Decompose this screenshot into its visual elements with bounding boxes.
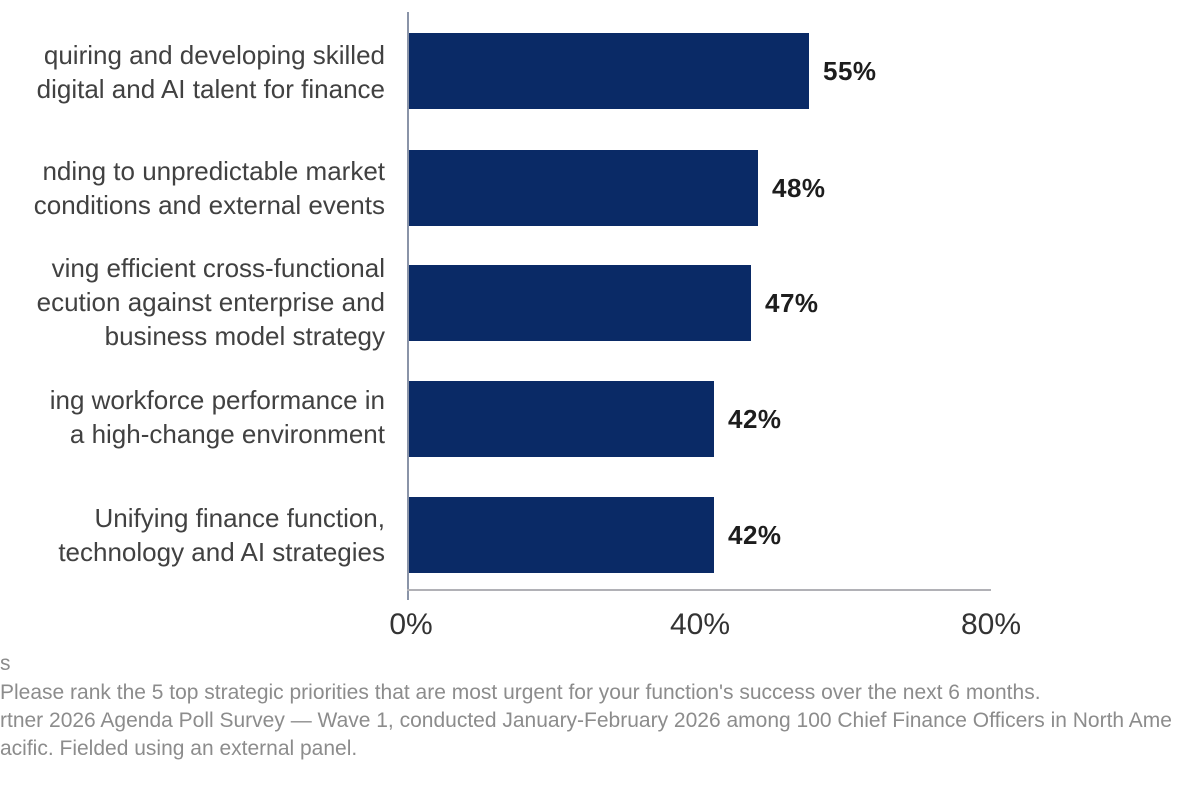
- x-tick-label-0: 0%: [389, 608, 433, 641]
- bar-workforce-performance: [409, 381, 714, 457]
- bar-acquiring-talent: [409, 33, 809, 109]
- category-label-line: ving efficient cross-functional: [51, 253, 385, 283]
- bar-unifying-strategies: [409, 497, 714, 573]
- value-label: 42%: [728, 403, 782, 434]
- category-label-line: ing workforce performance in: [49, 385, 385, 415]
- category-label: ving efficient cross-functional ecution …: [37, 251, 385, 353]
- category-label: quiring and developing skilled digital a…: [37, 38, 385, 106]
- value-label: 55%: [823, 55, 877, 86]
- category-label: Unifying finance function, technology an…: [58, 501, 385, 569]
- category-label-line: ecution against enterprise and: [36, 287, 385, 317]
- bar-cross-functional-execution: [409, 265, 751, 341]
- category-label-line: a high-change environment: [69, 419, 385, 449]
- value-label: 48%: [772, 172, 826, 203]
- x-tick-label-40: 40%: [669, 608, 731, 641]
- category-label-line: digital and AI talent for finance: [36, 74, 385, 104]
- category-label-line: technology and AI strategies: [58, 537, 385, 567]
- category-label-line: Unifying finance function,: [94, 503, 385, 533]
- footnote-source-line: rtner 2026 Agenda Poll Survey — Wave 1, …: [0, 709, 1172, 732]
- category-label-line: business model strategy: [104, 321, 385, 351]
- y-axis-line: [407, 12, 409, 600]
- bar-responding-market: [409, 150, 758, 226]
- x-tick-label-80: 80%: [960, 608, 1022, 641]
- footnote-line: s: [0, 652, 11, 675]
- value-label: 47%: [765, 287, 819, 318]
- footnote-survey-question: Please rank the 5 top strategic prioriti…: [0, 681, 1041, 704]
- footnote-source-continued: acific. Fielded using an external panel.: [0, 737, 358, 760]
- value-label: 42%: [728, 519, 782, 550]
- category-label-line: conditions and external events: [33, 190, 385, 220]
- x-axis-line: [407, 589, 991, 591]
- category-label: ing workforce performance in a high-chan…: [50, 383, 385, 451]
- category-label: nding to unpredictable market conditions…: [34, 154, 385, 222]
- category-label-line: quiring and developing skilled: [43, 40, 385, 70]
- category-label-line: nding to unpredictable market: [42, 156, 385, 186]
